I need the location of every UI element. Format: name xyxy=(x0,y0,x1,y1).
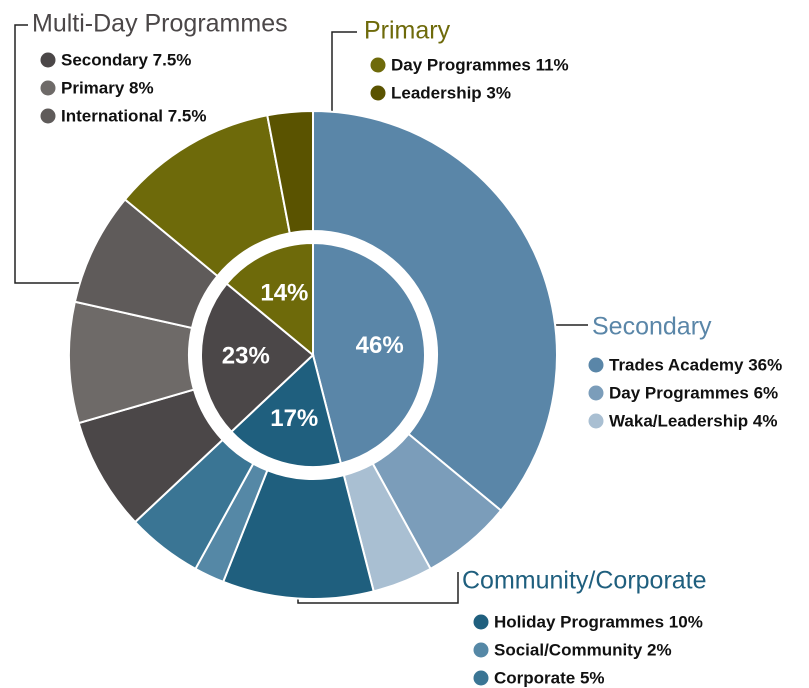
legend-dot xyxy=(40,80,56,96)
legend-dot xyxy=(588,357,604,373)
legend-dot xyxy=(473,642,489,658)
legend-dot xyxy=(588,413,604,429)
group-heading: Multi-Day Programmes xyxy=(32,10,288,38)
inner-segment xyxy=(312,241,426,465)
legend-dot xyxy=(473,670,489,686)
legend-label: Day Programmes 11% xyxy=(391,55,569,74)
group-heading: Secondary xyxy=(592,313,712,341)
legend-label: Leadership 3% xyxy=(391,83,511,102)
outer-segment xyxy=(312,109,558,512)
legend-label: Primary 8% xyxy=(61,78,154,97)
legend-label: Secondary 7.5% xyxy=(61,50,191,69)
legend-label: Trades Academy 36% xyxy=(609,355,782,374)
outer-segment xyxy=(266,109,314,235)
inner-label: 23% xyxy=(222,342,270,369)
legend-dot xyxy=(370,57,386,73)
inner-label: 14% xyxy=(260,280,308,307)
legend-dot xyxy=(473,614,489,630)
group-heading: Community/Corporate xyxy=(462,567,707,595)
legend-label: Waka/Leadership 4% xyxy=(609,411,778,430)
inner-label: 46% xyxy=(356,332,404,359)
legend-dot xyxy=(40,108,56,124)
legend-label: International 7.5% xyxy=(61,106,206,125)
inner-segment xyxy=(200,282,315,434)
inner-label: 17% xyxy=(270,405,318,432)
legend-dot xyxy=(40,52,56,68)
legend-label: Social/Community 2% xyxy=(494,640,672,659)
inner-segment xyxy=(225,241,314,358)
legend-label: Holiday Programmes 10% xyxy=(494,612,703,631)
legend-label: Corporate 5% xyxy=(494,668,605,687)
legend-label: Day Programmes 6% xyxy=(609,383,778,402)
legend-dot xyxy=(370,85,386,101)
group-heading: Primary xyxy=(364,17,451,45)
legend-dot xyxy=(588,385,604,401)
inner-segment xyxy=(229,353,343,468)
